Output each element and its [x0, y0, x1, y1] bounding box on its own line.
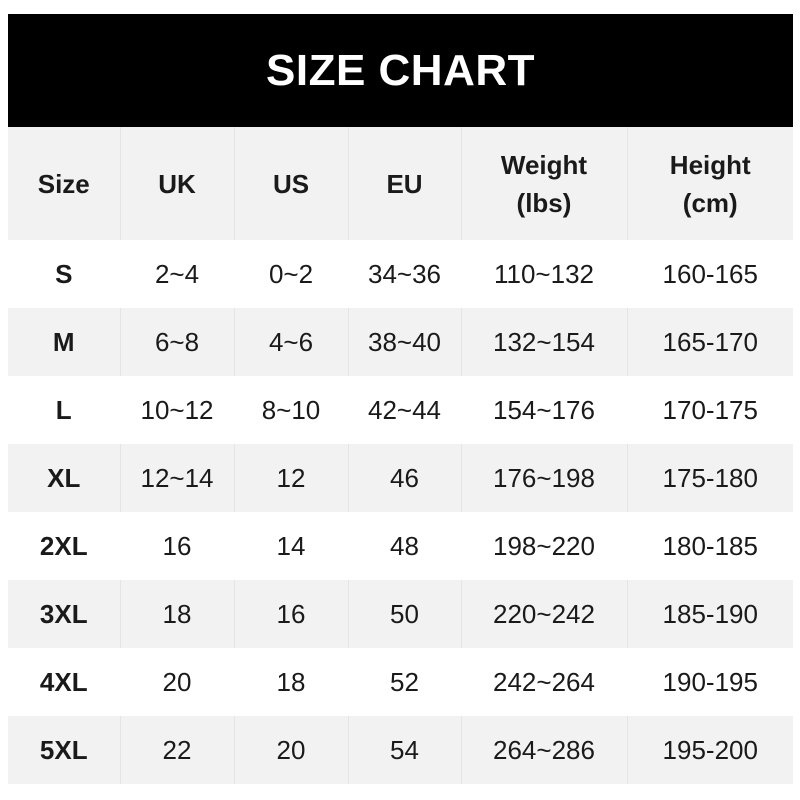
cell-height: 170-175 — [662, 394, 758, 425]
table-row: 2XL 16 14 48 198~220 180-185 — [8, 512, 793, 580]
header-eu: EU — [348, 127, 462, 240]
cell-weight: 264~286 — [461, 716, 628, 784]
header-us: US — [234, 127, 349, 240]
cell-us: 14 — [234, 512, 349, 580]
cell-uk: 2~4 — [120, 240, 235, 308]
cell-us: 4~6 — [234, 308, 349, 376]
cell-eu: 50 — [348, 580, 462, 648]
cell-eu: 46 — [348, 444, 462, 512]
table-row: 4XL 20 18 52 242~264 190-195 — [8, 648, 793, 716]
cell-eu: 52 — [348, 648, 462, 716]
cell-height: 190-195 — [662, 666, 758, 697]
cell-size: 4XL — [8, 648, 121, 716]
header-uk: UK — [120, 127, 235, 240]
size-chart-title: SIZE CHART — [8, 14, 793, 127]
cell-height: 160-165 — [662, 258, 758, 289]
table-row: S 2~4 0~2 34~36 110~132 160-165 — [8, 240, 793, 308]
cell-height: 165-170 — [662, 326, 758, 357]
cell-us: 12 — [234, 444, 349, 512]
table-row: M 6~8 4~6 38~40 132~154 165-170 — [8, 308, 793, 376]
header-row: Size UK US EU Weight (lbs) Height (cm) — [8, 127, 793, 240]
cell-us: 8~10 — [234, 376, 349, 444]
size-chart-table: Size UK US EU Weight (lbs) Height (cm) S 2~… — [8, 127, 793, 784]
cell-us: 18 — [234, 648, 349, 716]
cell-uk: 22 — [120, 716, 235, 784]
header-size: Size — [8, 127, 121, 240]
cell-uk: 6~8 — [120, 308, 235, 376]
cell-height: 180-185 — [662, 530, 758, 561]
cell-weight: 132~154 — [461, 308, 628, 376]
cell-eu: 34~36 — [348, 240, 462, 308]
cell-uk: 10~12 — [120, 376, 235, 444]
cell-height: 195-200 — [662, 734, 758, 765]
cell-size: M — [8, 308, 121, 376]
cell-height: 175-180 — [662, 462, 758, 493]
cell-uk: 18 — [120, 580, 235, 648]
header-height: Height (cm) — [627, 127, 793, 240]
header-weight-line2: (lbs) — [516, 187, 572, 218]
cell-size: XL — [8, 444, 121, 512]
header-weight: Weight (lbs) — [461, 127, 628, 240]
cell-size: L — [8, 376, 121, 444]
table-row: 3XL 18 16 50 220~242 185-190 — [8, 580, 793, 648]
cell-eu: 54 — [348, 716, 462, 784]
header-height-line1: Height — [669, 149, 751, 180]
cell-height: 185-190 — [662, 598, 758, 629]
table-row: 5XL 22 20 54 264~286 195-200 — [8, 716, 793, 784]
cell-size: 2XL — [8, 512, 121, 580]
cell-us: 0~2 — [234, 240, 349, 308]
cell-uk: 12~14 — [120, 444, 235, 512]
table-row: L 10~12 8~10 42~44 154~176 170-175 — [8, 376, 793, 444]
cell-eu: 38~40 — [348, 308, 462, 376]
cell-uk: 16 — [120, 512, 235, 580]
cell-weight: 242~264 — [461, 648, 628, 716]
cell-eu: 48 — [348, 512, 462, 580]
cell-weight: 220~242 — [461, 580, 628, 648]
cell-size: 3XL — [8, 580, 121, 648]
cell-size: 5XL — [8, 716, 121, 784]
cell-size: S — [8, 240, 121, 308]
cell-weight: 110~132 — [461, 240, 628, 308]
cell-weight: 198~220 — [461, 512, 628, 580]
cell-us: 16 — [234, 580, 349, 648]
cell-eu: 42~44 — [348, 376, 462, 444]
header-weight-line1: Weight — [500, 149, 588, 180]
cell-uk: 20 — [120, 648, 235, 716]
header-height-line2: (cm) — [682, 187, 738, 218]
cell-weight: 176~198 — [461, 444, 628, 512]
table-row: XL 12~14 12 46 176~198 175-180 — [8, 444, 793, 512]
cell-us: 20 — [234, 716, 349, 784]
cell-weight: 154~176 — [461, 376, 628, 444]
